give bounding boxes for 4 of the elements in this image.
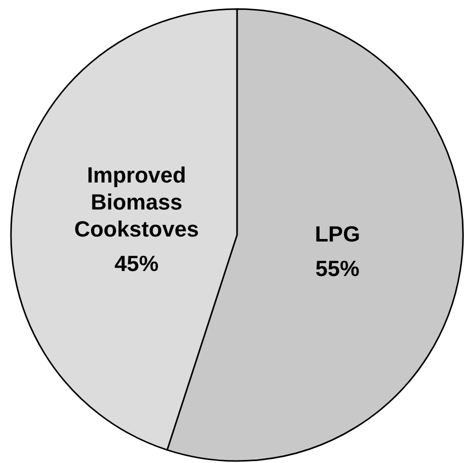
data-label: 45% bbox=[114, 251, 159, 276]
data-label: 55% bbox=[315, 256, 360, 281]
slice-label: Improved Biomass Cookstoves bbox=[74, 162, 199, 242]
slice-label: LPG bbox=[314, 220, 360, 246]
